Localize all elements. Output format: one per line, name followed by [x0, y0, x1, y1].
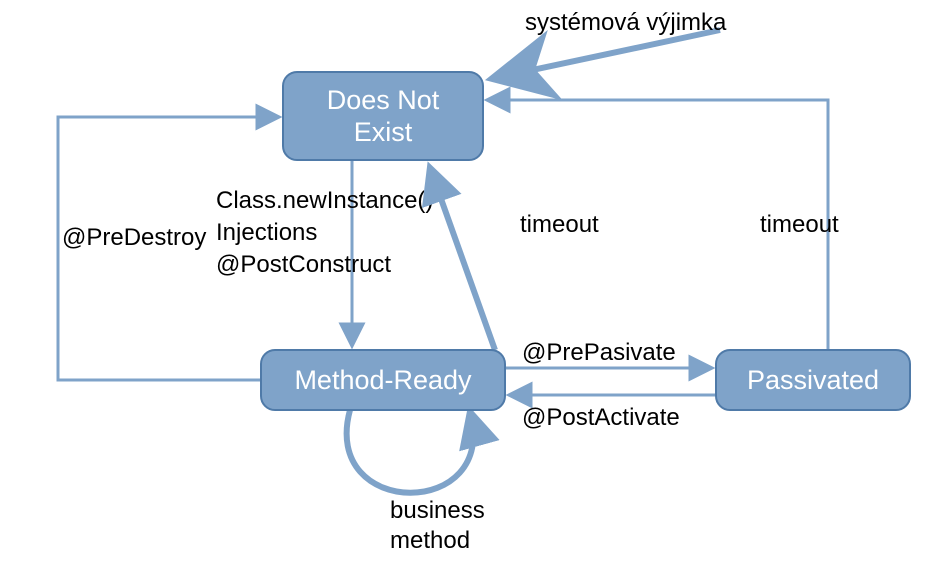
label-prepassivate: @PrePasivate — [522, 339, 676, 366]
edge-prepassivate: @PrePasivate — [505, 339, 711, 368]
node-label-method-ready: Method-Ready — [294, 365, 472, 395]
label-newinstance-1: Class.newInstance() — [216, 187, 433, 214]
node-passivated: Passivated — [716, 350, 910, 410]
node-does-not-exist: Does Not Exist — [283, 72, 483, 160]
edge-new-instance: Class.newInstance() Injections @PostCons… — [216, 160, 433, 345]
node-label-passivated: Passivated — [747, 365, 879, 395]
node-label-dne-1: Does Not — [327, 85, 440, 115]
node-method-ready: Method-Ready — [261, 350, 505, 410]
label-timeout-pass: timeout — [760, 211, 839, 238]
label-predestroy: @PreDestroy — [62, 224, 206, 251]
state-diagram: systémová výjimka @PreDestroy Class.newI… — [0, 0, 947, 566]
label-system-exception: systémová výjimka — [525, 9, 727, 36]
label-business-1: business — [390, 497, 485, 524]
edge-business-method: business method — [347, 410, 485, 554]
label-newinstance-3: @PostConstruct — [216, 251, 391, 278]
edge-postactivate: @PostActivate — [510, 395, 716, 431]
label-postactivate: @PostActivate — [522, 404, 680, 431]
edge-system-exception: systémová výjimka — [495, 9, 727, 78]
label-business-2: method — [390, 527, 470, 554]
edge-predestroy: @PreDestroy — [58, 117, 278, 380]
edge-timeout-method-ready: timeout — [430, 168, 599, 350]
label-timeout-mr: timeout — [520, 211, 599, 238]
node-label-dne-2: Exist — [354, 117, 413, 147]
label-newinstance-2: Injections — [216, 219, 317, 246]
